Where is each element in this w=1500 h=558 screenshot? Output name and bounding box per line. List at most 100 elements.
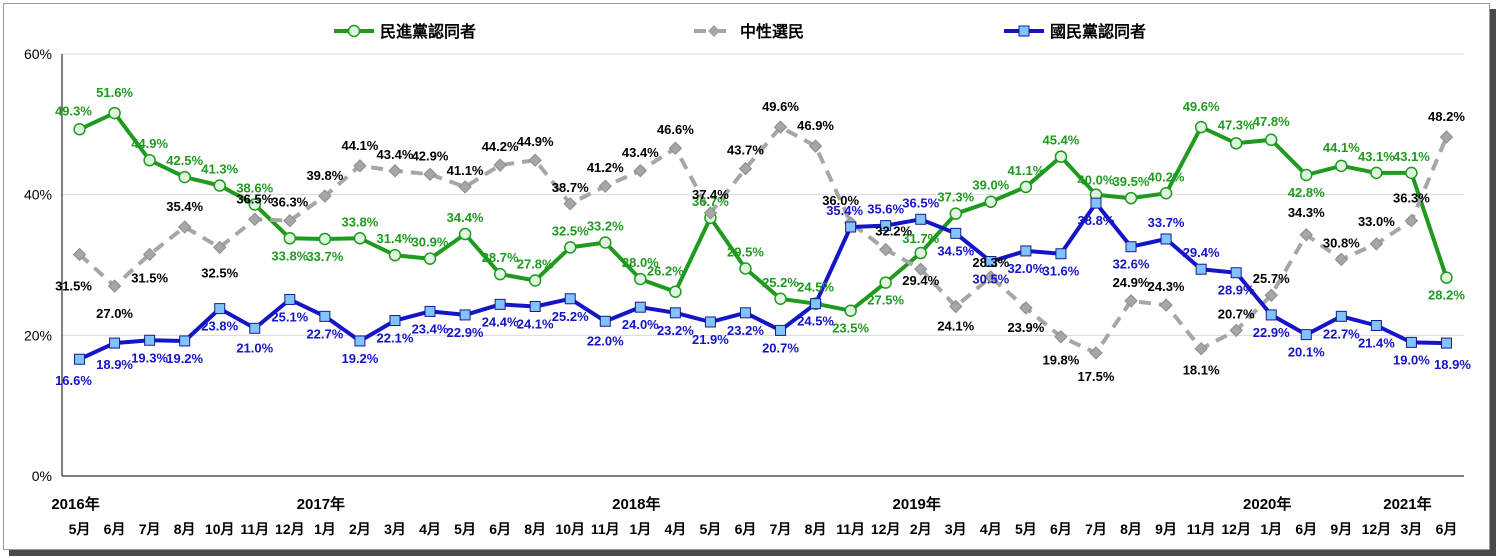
data-point bbox=[177, 220, 192, 234]
data-label: 44.1% bbox=[1323, 140, 1360, 155]
data-point bbox=[213, 240, 227, 255]
x-tick-label: 4月 bbox=[980, 521, 1002, 537]
data-label: 24.1% bbox=[517, 316, 554, 331]
data-label: 35.4% bbox=[166, 199, 203, 214]
data-label: 36.5% bbox=[236, 191, 273, 206]
data-label: 28.0% bbox=[622, 255, 659, 270]
data-point bbox=[423, 252, 437, 265]
data-point bbox=[529, 300, 541, 312]
data-label: 36.3% bbox=[1393, 191, 1430, 206]
data-label: 27.5% bbox=[867, 293, 904, 308]
data-label: 30.5% bbox=[972, 271, 1009, 286]
data-label: 43.7% bbox=[727, 143, 764, 158]
data-label: 23.4% bbox=[412, 321, 449, 336]
data-point bbox=[528, 153, 542, 167]
data-point bbox=[704, 316, 716, 328]
data-point bbox=[1054, 150, 1068, 163]
data-label: 20.7% bbox=[762, 340, 799, 355]
data-label: 22.0% bbox=[587, 333, 624, 348]
data-point bbox=[1230, 267, 1242, 279]
x-tick-label: 12月 bbox=[1221, 521, 1251, 537]
data-label: 23.2% bbox=[727, 323, 764, 338]
data-point bbox=[950, 227, 962, 239]
legend-marker bbox=[347, 24, 361, 38]
chart-frame: 0% 20% 40% 60% 5月 6月 7月 8月 10月 11月 12月 1月 2月 3月 4月 5月 6月… bbox=[3, 3, 1490, 550]
data-label: 44.1% bbox=[341, 138, 378, 153]
data-point bbox=[1370, 319, 1382, 331]
data-point bbox=[634, 272, 647, 286]
data-label: 31.7% bbox=[902, 231, 939, 246]
x-tick-label: 3月 bbox=[384, 521, 406, 537]
data-point bbox=[703, 206, 718, 220]
year-label: 2019年 bbox=[893, 495, 941, 513]
data-point bbox=[1019, 301, 1033, 315]
data-point bbox=[493, 267, 507, 281]
data-label: 44.2% bbox=[482, 139, 519, 154]
data-point bbox=[353, 159, 367, 173]
data-label: 38.8% bbox=[1078, 213, 1115, 228]
data-label: 32.5% bbox=[201, 265, 238, 280]
legend-label: 民進黨認同者 bbox=[380, 22, 476, 41]
data-label: 51.6% bbox=[96, 85, 133, 100]
data-label: 31.6% bbox=[1042, 264, 1079, 279]
x-tick-label: 10月 bbox=[555, 521, 585, 537]
data-label: 23.8% bbox=[201, 319, 238, 334]
data-point bbox=[528, 274, 542, 287]
data-label: 17.5% bbox=[1078, 369, 1115, 384]
data-label: 25.2% bbox=[552, 309, 589, 324]
x-tick-label: 3月 bbox=[945, 521, 967, 537]
data-label: 27.0% bbox=[96, 306, 133, 321]
x-tick-label: 6月 bbox=[735, 521, 757, 537]
data-label: 37.4% bbox=[692, 187, 729, 202]
data-point bbox=[1440, 271, 1453, 284]
data-point bbox=[1300, 168, 1313, 182]
data-point bbox=[213, 179, 226, 192]
data-point bbox=[493, 158, 507, 172]
data-point bbox=[249, 322, 261, 334]
data-label: 29.4% bbox=[902, 273, 939, 288]
data-point bbox=[1264, 133, 1278, 147]
data-label: 49.6% bbox=[1183, 99, 1220, 114]
data-point bbox=[142, 247, 157, 262]
data-label: 33.8% bbox=[271, 248, 308, 263]
data-label: 25.2% bbox=[762, 275, 799, 290]
data-label: 21.4% bbox=[1358, 335, 1395, 350]
year-label: 2020年 bbox=[1243, 495, 1291, 513]
data-point bbox=[914, 262, 928, 276]
legend-label: 中性選民 bbox=[740, 22, 804, 41]
data-label: 20.1% bbox=[1288, 345, 1325, 360]
legend-label: 國民黨認同者 bbox=[1050, 22, 1146, 41]
data-label: 33.0% bbox=[1358, 214, 1395, 229]
data-label: 23.5% bbox=[832, 321, 869, 336]
data-label: 32.5% bbox=[552, 223, 589, 238]
data-label: 33.8% bbox=[341, 214, 378, 229]
data-label: 44.9% bbox=[517, 134, 554, 149]
data-label: 48.2% bbox=[1428, 109, 1465, 124]
data-point bbox=[354, 335, 366, 347]
data-point bbox=[143, 153, 156, 167]
data-point bbox=[914, 246, 927, 260]
data-point bbox=[633, 164, 648, 178]
x-tick-label: 1月 bbox=[629, 521, 651, 537]
data-label: 36.3% bbox=[271, 195, 308, 210]
data-label: 21.9% bbox=[692, 332, 729, 347]
data-label: 18.9% bbox=[1434, 357, 1471, 372]
data-label: 28.3% bbox=[972, 255, 1009, 270]
data-point bbox=[1404, 213, 1419, 228]
y-tick-label: 20% bbox=[24, 327, 52, 343]
data-label: 26.2% bbox=[647, 264, 684, 279]
x-tick-label: 1月 bbox=[1260, 521, 1282, 537]
data-label: 38.7% bbox=[552, 180, 589, 195]
data-point bbox=[353, 232, 367, 245]
data-point bbox=[179, 335, 191, 347]
data-point bbox=[563, 197, 577, 211]
data-point bbox=[72, 247, 87, 262]
data-point bbox=[949, 299, 963, 314]
data-point bbox=[1370, 166, 1383, 180]
data-point bbox=[318, 232, 332, 246]
data-label: 41.1% bbox=[447, 163, 484, 178]
data-label: 31.4% bbox=[377, 231, 414, 246]
data-point bbox=[248, 198, 262, 211]
data-label: 41.2% bbox=[587, 160, 624, 175]
data-point bbox=[598, 179, 612, 193]
